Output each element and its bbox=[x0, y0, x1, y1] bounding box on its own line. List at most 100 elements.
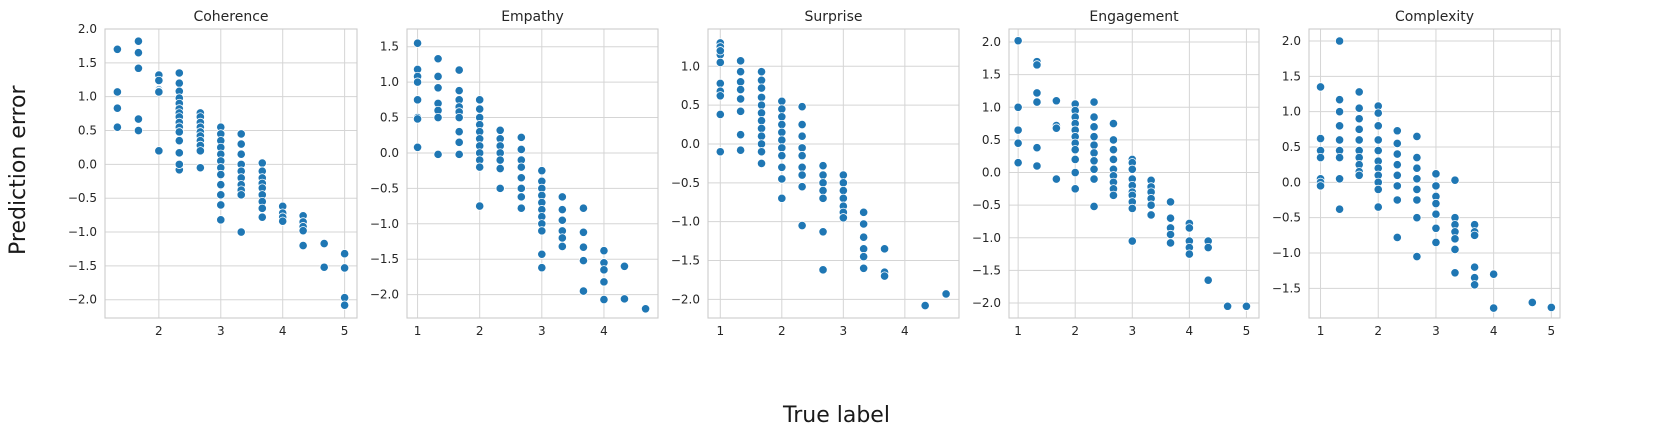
data-point bbox=[1412, 153, 1422, 163]
data-point bbox=[715, 91, 725, 101]
panel-title: Empathy bbox=[501, 9, 564, 25]
data-point bbox=[1334, 36, 1345, 46]
panel-title: Engagement bbox=[1089, 9, 1179, 25]
data-point bbox=[1089, 122, 1099, 132]
data-point bbox=[736, 106, 746, 116]
data-point bbox=[1089, 201, 1099, 212]
y-tick-label: 1.0 bbox=[78, 90, 97, 104]
data-point bbox=[236, 139, 246, 149]
y-tick-label: 0.0 bbox=[380, 146, 399, 160]
x-tick-label: 2 bbox=[476, 324, 484, 338]
data-point bbox=[1032, 161, 1042, 171]
y-tick-label: 1.5 bbox=[78, 56, 97, 70]
data-point bbox=[1373, 145, 1383, 156]
data-point bbox=[557, 192, 567, 202]
data-point bbox=[578, 203, 589, 213]
panel-surprise: 1 2 3 4 −2.0 −1.5 −1.0 −0.5 0.0 0.5 1.0 Surprise bbox=[671, 9, 960, 338]
data-point bbox=[1354, 103, 1364, 113]
x-tick-label: 4 bbox=[279, 324, 287, 338]
data-point bbox=[1334, 153, 1345, 163]
data-point bbox=[475, 201, 485, 211]
panel-empathy: 1 2 3 4 −2.0 −1.5 −1.0 −0.5 0.0 0.5 1.0 1.5 Empathy bbox=[370, 9, 659, 338]
data-point bbox=[1546, 302, 1556, 313]
data-point bbox=[777, 104, 787, 114]
data-point bbox=[818, 170, 828, 180]
y-tick-label: 0.0 bbox=[681, 137, 700, 151]
data-point bbox=[1070, 154, 1080, 165]
data-point bbox=[112, 122, 122, 132]
data-point bbox=[1354, 170, 1364, 180]
data-point bbox=[278, 216, 288, 226]
figure-ylabel: Prediction error bbox=[6, 85, 31, 255]
data-point bbox=[454, 137, 464, 147]
data-point bbox=[1315, 153, 1326, 163]
data-point bbox=[859, 244, 869, 254]
data-point bbox=[756, 116, 767, 126]
data-point bbox=[797, 220, 807, 231]
x-tick-label: 3 bbox=[840, 324, 848, 338]
x-tick-label: 1 bbox=[1317, 324, 1325, 338]
data-point bbox=[736, 67, 746, 77]
data-point bbox=[112, 103, 122, 113]
data-point bbox=[797, 131, 807, 141]
data-point bbox=[756, 158, 767, 169]
x-tick-label: 1 bbox=[414, 324, 422, 338]
data-point bbox=[818, 161, 828, 171]
data-point bbox=[216, 215, 226, 225]
data-point bbox=[1089, 97, 1099, 107]
data-point bbox=[859, 232, 869, 242]
data-point bbox=[578, 227, 589, 237]
data-point bbox=[1392, 126, 1402, 136]
data-point bbox=[1431, 198, 1441, 209]
data-point bbox=[1089, 164, 1099, 174]
data-point bbox=[1089, 148, 1099, 158]
data-point bbox=[174, 159, 184, 169]
data-point bbox=[756, 139, 767, 149]
plot-area bbox=[105, 29, 357, 318]
y-tick-label: 1.0 bbox=[380, 75, 399, 89]
data-point bbox=[1241, 301, 1252, 311]
y-tick-label: −0.5 bbox=[68, 191, 97, 205]
data-point bbox=[1108, 135, 1119, 145]
data-point bbox=[112, 44, 122, 54]
panel-title: Surprise bbox=[805, 9, 863, 25]
data-point bbox=[1470, 230, 1480, 240]
data-point bbox=[516, 183, 526, 193]
x-tick-label: 4 bbox=[1186, 324, 1194, 338]
data-point bbox=[1373, 121, 1383, 131]
y-tick-label: 1.5 bbox=[1282, 69, 1301, 83]
data-point bbox=[257, 203, 267, 213]
data-point bbox=[495, 155, 505, 165]
x-tick-label: 3 bbox=[538, 324, 546, 338]
data-point bbox=[599, 277, 609, 287]
data-point bbox=[236, 190, 246, 200]
data-point bbox=[777, 193, 787, 203]
data-point bbox=[195, 163, 205, 173]
data-point bbox=[475, 95, 485, 105]
panel-complexity: 1 2 3 4 5 −1.5 −1.0 −0.5 0.0 0.5 1.0 1.5 2.0 Complexi… bbox=[1272, 9, 1561, 338]
data-point bbox=[319, 238, 329, 249]
data-point bbox=[715, 109, 725, 120]
panel-coherence: 2 3 4 5 −2.0 −1.5 −1.0 −0.5 0.0 0.5 1.0 1.5 2.0 Coher… bbox=[68, 9, 358, 338]
data-point bbox=[475, 162, 485, 172]
data-point bbox=[818, 193, 828, 203]
data-point bbox=[1070, 167, 1080, 178]
data-point bbox=[920, 300, 930, 311]
data-point bbox=[133, 114, 144, 124]
data-point bbox=[777, 127, 787, 137]
data-point bbox=[475, 104, 485, 114]
data-point bbox=[1489, 303, 1499, 313]
x-tick-label: 5 bbox=[1548, 324, 1556, 338]
data-point bbox=[1373, 108, 1383, 118]
y-tick-label: 1.5 bbox=[380, 40, 399, 54]
data-point bbox=[557, 241, 567, 252]
data-point bbox=[454, 149, 464, 159]
data-point bbox=[578, 286, 589, 296]
data-point bbox=[1184, 249, 1194, 259]
data-point bbox=[154, 87, 164, 97]
data-point bbox=[412, 77, 423, 87]
y-tick-label: 0.0 bbox=[982, 166, 1001, 180]
data-point bbox=[1184, 223, 1194, 233]
data-point bbox=[818, 185, 828, 196]
y-tick-label: 1.5 bbox=[982, 68, 1001, 82]
